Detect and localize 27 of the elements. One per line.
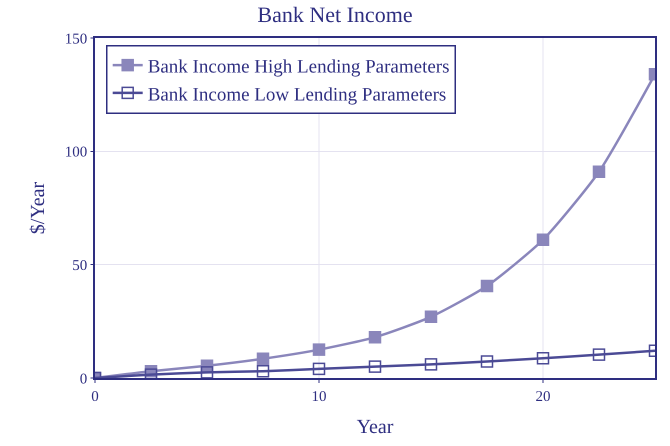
point — [424, 358, 438, 371]
y-tick-label: 100 — [64, 144, 88, 161]
y-tick-label: 0 — [80, 371, 88, 388]
legend-label: Bank Income High Lending Parameters — [148, 56, 450, 78]
legend-label: Bank Income Low Lending Parameters — [148, 84, 446, 106]
point — [536, 352, 550, 365]
x-tick-label: 10 — [312, 388, 326, 405]
y-axis-title: $/Year — [26, 181, 49, 234]
y-tick-label: 50 — [72, 258, 88, 274]
x-tick-label: 20 — [536, 388, 550, 405]
point — [424, 310, 438, 324]
x-tick-label: 0 — [91, 388, 99, 405]
point — [312, 343, 326, 356]
chart-title: Bank Net Income — [257, 2, 413, 28]
point — [536, 233, 550, 246]
point — [368, 330, 382, 344]
point — [368, 360, 382, 373]
y-tick-label: 150 — [64, 31, 88, 48]
point — [480, 280, 494, 292]
point — [592, 165, 606, 178]
point — [200, 366, 214, 378]
point — [256, 352, 270, 365]
point — [480, 355, 494, 368]
point — [592, 348, 606, 361]
point — [312, 362, 326, 376]
x-axis-title: Year — [356, 416, 394, 438]
point — [256, 364, 270, 378]
